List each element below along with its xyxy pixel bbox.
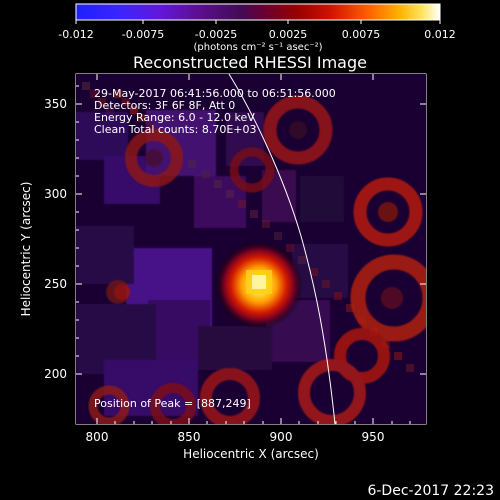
energy-range-info: Energy Range: 6.0 - 12.0 keV: [94, 111, 255, 124]
image-ring-structures: [88, 95, 426, 424]
colorbar: -0.012 -0.0075 -0.0025 0.0025 0.0075 0.0…: [58, 3, 456, 53]
detectors-info: Detectors: 3F 6F 8F, Att 0: [94, 99, 235, 112]
clean-counts-info: Clean Total counts: 8.70E+03: [94, 123, 257, 136]
solar-limb-curve: [228, 74, 336, 424]
image-plot: 29-May-2017 06:41:56.000 to 06:51:56.000…: [75, 73, 427, 425]
y-tick-label: 250: [44, 277, 67, 291]
flare-source: [215, 241, 303, 329]
x-tick-label: 800: [86, 430, 109, 444]
image-pixel-texture: [82, 82, 414, 372]
colorbar-tick-label: -0.0025: [195, 28, 237, 41]
x-tick-label: 950: [362, 430, 385, 444]
y-tick-label: 300: [44, 187, 67, 201]
y-axis-label: Heliocentric Y (arcsec): [19, 182, 33, 317]
colorbar-tick-label: -0.0075: [122, 28, 164, 41]
x-tick-label: 850: [178, 430, 201, 444]
colorbar-tick-label: 0.0025: [269, 28, 308, 41]
colorbar-tick-labels: -0.012 -0.0075 -0.0025 0.0025 0.0075 0.0…: [58, 28, 455, 41]
plot-title: Reconstructed RHESSI Image: [133, 53, 367, 72]
colorbar-ticks: [75, 20, 441, 24]
x-tick-label: 900: [270, 430, 293, 444]
colorbar-unit-label: (photons cm⁻² s⁻¹ asec⁻²): [193, 42, 322, 53]
rhessi-image: [76, 74, 426, 424]
y-tick-label: 350: [44, 97, 67, 111]
observation-time-range: 29-May-2017 06:41:56.000 to 06:51:56.000: [94, 87, 336, 100]
colorbar-gradient: [75, 3, 441, 21]
image-annotations: 29-May-2017 06:41:56.000 to 06:51:56.000…: [94, 87, 336, 410]
footer-timestamp: 6-Dec-2017 22:23: [367, 483, 494, 499]
colorbar-tick-label: -0.012: [58, 28, 93, 41]
peak-position-label: Position of Peak = [887,249]: [94, 397, 251, 410]
axes: 800 850 900 950 200 250 300 350 Heliocen…: [19, 74, 426, 461]
colorbar-tick-label: 0.012: [424, 28, 456, 41]
colorbar-tick-label: 0.0075: [342, 28, 381, 41]
x-axis-label: Heliocentric X (arcsec): [183, 447, 319, 461]
y-tick-label: 200: [44, 367, 67, 381]
